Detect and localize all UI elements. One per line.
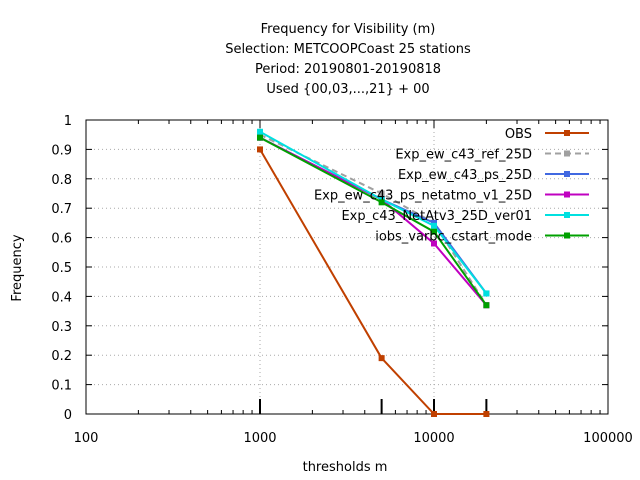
data-point (257, 134, 263, 141)
threshold-markers (259, 399, 488, 414)
legend-marker (564, 171, 570, 177)
title-line: Period: 20190801-20190818 (255, 62, 441, 77)
x-tick-label: 100 (74, 431, 99, 446)
legend-label: Exp_ew_c43_ref_25D (395, 148, 532, 163)
data-point (378, 190, 385, 197)
legend-label: OBS (505, 127, 532, 142)
x-tick-label: 10000 (413, 431, 454, 446)
data-point (378, 199, 385, 206)
legend-label: Exp_ew_c43_ps_25D (398, 168, 532, 183)
series-line (259, 148, 487, 415)
title-line: Used {00,03,...,21} + 00 (266, 82, 429, 97)
y-tick-label: 0.4 (51, 290, 72, 305)
y-tick-label: 1 (64, 114, 72, 129)
y-axis-label: Frequency (10, 234, 25, 301)
series-iobs_varbc_cstart_mode (257, 134, 490, 309)
y-tick-label: 0.3 (51, 320, 72, 335)
y-tick-label: 0.8 (51, 173, 72, 188)
y-tick-label: 0.5 (51, 261, 72, 276)
legend-label: Exp_ew_c43_ps_netatmo_v1_25D (314, 189, 532, 204)
series-OBS (257, 146, 490, 417)
series-line (259, 136, 488, 306)
legend-label: Exp_c43_NetAtv3_25D_ver01 (341, 209, 532, 224)
y-tick-label: 0.7 (51, 202, 72, 217)
data-point (483, 302, 490, 309)
data-point (431, 411, 437, 417)
data-point (431, 240, 437, 247)
series-line (259, 133, 488, 306)
legend: OBS Exp_ew_c43_ref_25D Exp_ew_c43_ps_25D Ex… (314, 127, 589, 245)
chart-title: Frequency for Visibility (m) Selection: M… (225, 22, 471, 97)
series-line (259, 136, 488, 306)
y-tick-label: 0.6 (51, 232, 72, 247)
legend-marker (564, 191, 570, 198)
data-point (483, 290, 490, 297)
data-point (257, 128, 263, 135)
data-point (431, 222, 437, 229)
data-point (378, 355, 385, 362)
series-line (259, 130, 488, 295)
data-point (431, 228, 437, 235)
title-line: Frequency for Visibility (m) (261, 22, 436, 37)
y-tick-label: 0.2 (51, 349, 72, 364)
x-tick-label: 1000 (243, 431, 276, 446)
data-point (483, 411, 490, 417)
legend-marker (564, 212, 570, 218)
axis-ticks: 0 0.1 0.2 0.3 0.4 0.5 0.6 0.7 0.8 0.9 1 100 1000 1000… (51, 114, 633, 446)
legend-marker (564, 130, 570, 136)
data-point (257, 146, 263, 153)
y-tick-label: 0.9 (51, 143, 72, 158)
legend-marker (564, 150, 570, 157)
grid-lines (86, 120, 608, 414)
x-tick-label: 100000 (583, 431, 633, 446)
y-tick-label: 0.1 (51, 379, 72, 394)
title-line: Selection: METCOOPCoast 25 stations (225, 42, 471, 57)
legend-label: iobs_varbc_cstart_mode (375, 230, 532, 245)
x-axis-label: thresholds m (303, 460, 388, 475)
data-series (257, 128, 490, 417)
y-tick-label: 0 (64, 408, 72, 423)
legend-marker (564, 232, 570, 239)
